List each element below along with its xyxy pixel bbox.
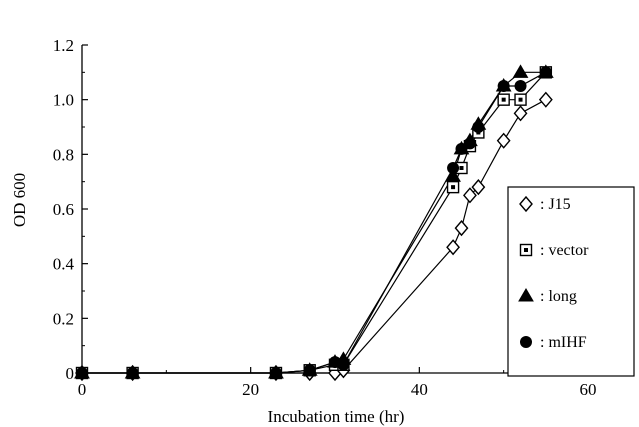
series-2-point xyxy=(512,64,529,78)
series-3-point xyxy=(514,80,527,92)
legend-label-3: : mIHF xyxy=(540,334,587,351)
series-3-point xyxy=(303,364,316,377)
legend-marker-1 xyxy=(519,243,533,257)
series-3-point xyxy=(269,367,282,379)
legend-marker-2 xyxy=(518,288,534,302)
y-tick-label: 0.4 xyxy=(53,255,75,274)
x-tick-label: 40 xyxy=(411,380,428,399)
legend: : J15 : vector : long : mIHF xyxy=(507,186,635,377)
series-3-point xyxy=(472,121,485,133)
square-marker-dot xyxy=(451,185,456,190)
series-1-point xyxy=(497,93,510,106)
series-0-point xyxy=(463,187,477,204)
square-marker-dot xyxy=(459,166,464,170)
series-0-point xyxy=(513,105,528,122)
series-line-3 xyxy=(82,71,547,374)
series-0-point xyxy=(454,220,469,237)
x-tick-label: 60 xyxy=(580,380,597,399)
x-tick-label: 0 xyxy=(78,380,87,399)
series-lines xyxy=(82,71,547,374)
y-tick-label: 1.2 xyxy=(53,36,74,55)
legend-marker-0 xyxy=(519,195,533,213)
series-3-point xyxy=(447,162,460,174)
series-3-point xyxy=(126,367,139,379)
series-3-point xyxy=(337,358,350,371)
x-tick-label: 20 xyxy=(242,380,259,399)
legend-marker-3 xyxy=(520,336,532,348)
y-tick-label: 1.0 xyxy=(53,91,74,110)
y-axis-title: OD 600 xyxy=(10,173,29,227)
y-tick-label: 0 xyxy=(66,364,75,383)
legend-label-2: : long xyxy=(540,288,577,305)
y-tick-label: 0.2 xyxy=(53,309,74,328)
series-line-0 xyxy=(82,99,547,374)
x-axis-title: Incubation time (hr) xyxy=(268,407,405,426)
series-3-point xyxy=(76,367,88,379)
series-line-1 xyxy=(82,71,547,374)
series-0-point xyxy=(471,179,486,196)
square-marker-dot xyxy=(501,97,506,102)
series-markers xyxy=(74,64,554,382)
series-1-point xyxy=(446,180,460,194)
series-1-point xyxy=(514,93,527,106)
series-0-point xyxy=(538,91,553,108)
series-3-point xyxy=(539,66,552,79)
series-0-point xyxy=(496,132,511,149)
series-0-point xyxy=(446,239,460,256)
square-marker-dot xyxy=(524,248,528,252)
square-marker-dot xyxy=(518,97,523,102)
series-3-point xyxy=(463,137,476,150)
legend-label-0: : J15 xyxy=(540,196,571,213)
series-3-point xyxy=(497,80,510,92)
y-tick-label: 0.8 xyxy=(53,145,74,164)
legend-label-1: : vector xyxy=(540,242,589,259)
series-line-2 xyxy=(82,71,546,374)
series-2-point xyxy=(445,168,461,182)
y-tick-label: 0.6 xyxy=(53,200,74,219)
